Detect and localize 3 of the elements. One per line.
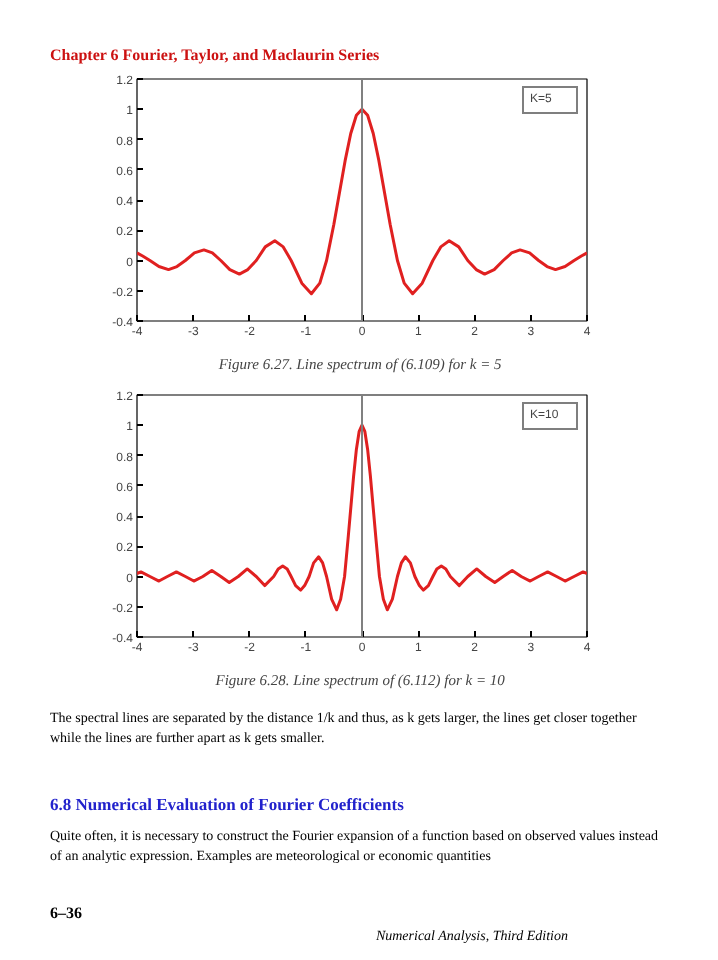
text: 6–36 [50, 902, 82, 926]
text: 6.8 Numerical Evaluation of Fourier Coefficients [50, 792, 404, 817]
text: Chapter 6 Fourier, Taylor, and Maclaurin Series [50, 44, 380, 67]
